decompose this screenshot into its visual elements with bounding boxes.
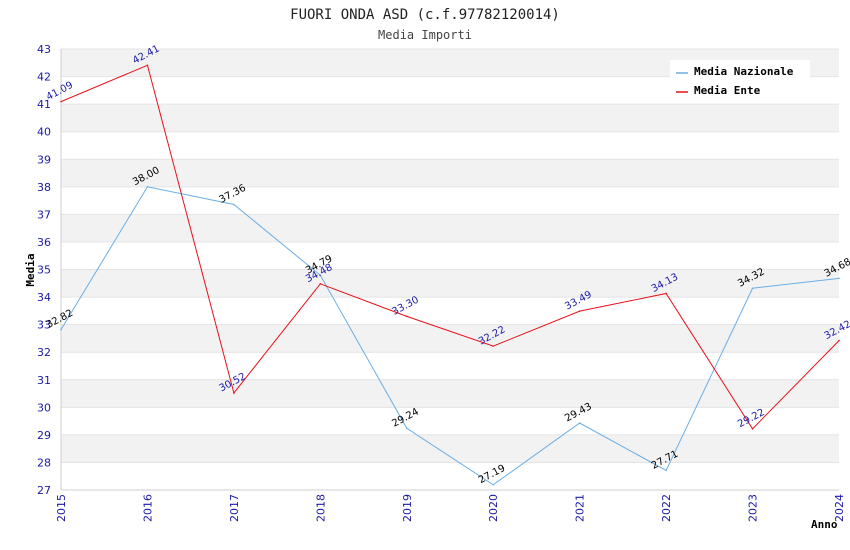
chart-subtitle: Media Importi [378,28,472,42]
y-tick-label: 39 [37,153,51,166]
x-tick-label: 2024 [833,494,846,522]
y-tick-label: 42 [37,71,51,84]
grid-band [61,131,839,160]
y-tick-label: 41 [37,98,51,111]
data-point [405,427,408,430]
data-point [146,64,149,67]
grid-band [61,186,839,215]
series-lines [60,64,840,486]
x-tick-label: 2017 [228,494,241,522]
grid-band [61,159,839,187]
y-tick-label: 40 [37,126,51,139]
grid-band [61,434,839,463]
x-tick-label: 2023 [747,494,760,522]
data-point [838,277,840,280]
y-tick-label: 37 [37,208,51,221]
data-point [405,315,408,318]
y-axis-label: Media [24,253,37,286]
grid-band [61,324,839,353]
x-tick-label: 2016 [141,494,154,522]
grid-lines [61,48,839,491]
x-tick-label: 2020 [487,494,500,522]
data-point [60,100,62,103]
legend-box [670,60,810,102]
x-axis-label: Anno [811,518,838,531]
data-point [838,339,840,342]
series-line-1 [60,64,840,430]
data-point [578,310,581,312]
data-point [319,283,322,285]
y-tick-label: 31 [37,374,51,387]
x-tick-label: 2018 [314,494,327,522]
grid-band [61,104,839,132]
data-point [233,203,235,206]
grid-bands [61,49,839,490]
y-tick-label: 38 [37,181,51,194]
y-tick-label: 35 [37,264,51,277]
x-tick-label: 2019 [401,494,414,522]
data-point [146,186,149,188]
y-tick-label: 34 [37,291,51,304]
x-tick-label: 2015 [55,494,68,522]
data-point [60,328,62,331]
grid-band [61,407,839,435]
data-point [319,274,322,277]
legend-label-nazionale: Media Nazionale [694,65,794,78]
data-point [233,392,235,394]
data-point [492,483,495,486]
y-tick-label: 27 [37,484,51,497]
data-point [665,469,667,472]
data-point [751,287,754,290]
legend-label-ente: Media Ente [694,84,761,97]
y-tick-label: 28 [37,456,51,469]
y-tick-labels: 27 28 29 30 31 32 33 34 35 36 37 38 39 40 41 42 43 [37,43,51,497]
y-tick-label: 32 [37,346,51,359]
y-tick-label: 30 [37,401,51,414]
grid-band [61,241,839,270]
grid-band [61,269,839,298]
chart-title: FUORI ONDA ASD (c.f.97782120014) [290,7,560,23]
grid-band [61,297,839,325]
data-point [492,345,495,347]
series-line-0 [60,186,840,486]
data-point [751,428,754,430]
legend: Media Nazionale Media Ente [670,60,810,102]
x-tick-labels: 2015 2016 2017 2018 2019 2020 2021 2022 2023 2024 [55,494,846,522]
data-point [665,292,667,295]
x-tick-label: 2022 [660,494,673,522]
y-tick-label: 33 [37,319,51,332]
data-point [578,422,581,424]
grid-band [61,214,839,242]
grid-band [61,352,839,380]
x-tick-label: 2021 [574,494,587,522]
y-tick-label: 29 [37,429,51,442]
grid-band [61,462,839,490]
y-tick-label: 36 [37,236,51,249]
grid-band [61,379,839,408]
y-tick-label: 43 [37,43,51,56]
